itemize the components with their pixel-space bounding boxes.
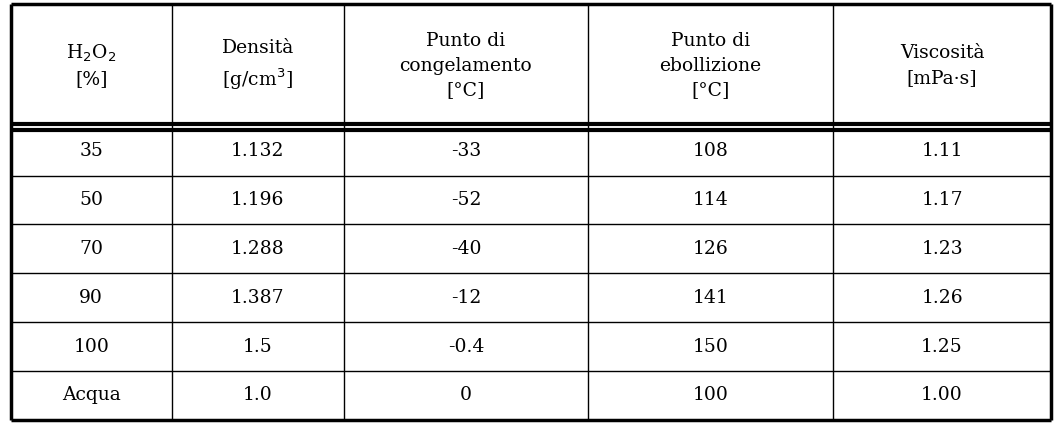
Text: 100: 100 xyxy=(692,386,729,404)
Text: -12: -12 xyxy=(450,289,481,307)
Text: 1.196: 1.196 xyxy=(232,191,285,209)
Text: 1.17: 1.17 xyxy=(922,191,963,209)
Text: 114: 114 xyxy=(692,191,729,209)
Text: 0: 0 xyxy=(460,386,472,404)
Text: 70: 70 xyxy=(80,240,103,258)
Text: 1.00: 1.00 xyxy=(921,386,963,404)
Text: 100: 100 xyxy=(73,338,109,356)
Text: 126: 126 xyxy=(692,240,729,258)
Text: Acqua: Acqua xyxy=(62,386,121,404)
Text: 1.25: 1.25 xyxy=(921,338,963,356)
Text: 90: 90 xyxy=(80,289,103,307)
Text: -40: -40 xyxy=(450,240,481,258)
Text: 1.11: 1.11 xyxy=(922,142,963,160)
Text: Punto di
ebollizione
[°C]: Punto di ebollizione [°C] xyxy=(660,32,761,99)
Text: -0.4: -0.4 xyxy=(448,338,484,356)
Text: Densità
[g/cm$^3$]: Densità [g/cm$^3$] xyxy=(222,39,294,92)
Text: 1.5: 1.5 xyxy=(243,338,273,356)
Text: 1.387: 1.387 xyxy=(232,289,285,307)
Text: 108: 108 xyxy=(692,142,729,160)
Text: 1.288: 1.288 xyxy=(230,240,285,258)
Text: 150: 150 xyxy=(692,338,729,356)
Text: 1.0: 1.0 xyxy=(243,386,273,404)
Text: 141: 141 xyxy=(692,289,729,307)
Text: -52: -52 xyxy=(450,191,481,209)
Text: 1.26: 1.26 xyxy=(922,289,963,307)
Text: 1.132: 1.132 xyxy=(232,142,285,160)
Text: 50: 50 xyxy=(80,191,103,209)
Text: 35: 35 xyxy=(80,142,103,160)
Text: -33: -33 xyxy=(451,142,481,160)
Text: H$_2$O$_2$
[%]: H$_2$O$_2$ [%] xyxy=(66,43,117,88)
Text: Punto di
congelamento
[°C]: Punto di congelamento [°C] xyxy=(399,32,532,99)
Text: Viscosità
[mPa·s]: Viscosità [mPa·s] xyxy=(900,45,984,86)
Text: 1.23: 1.23 xyxy=(922,240,963,258)
